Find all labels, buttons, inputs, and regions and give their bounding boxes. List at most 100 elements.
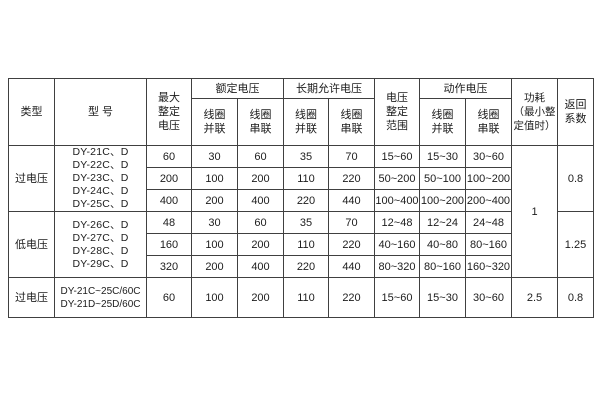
header-coil-series: 线圈 串联 bbox=[328, 98, 375, 146]
cell-value: 220 bbox=[328, 167, 375, 190]
cell-power: 1 bbox=[511, 145, 558, 278]
cell-return-coefficient: 0.8 bbox=[557, 277, 594, 318]
header-max-line: 最大 bbox=[158, 92, 180, 104]
coil-line: 并联 bbox=[431, 123, 454, 135]
header-power-line: （最小整 bbox=[513, 106, 556, 118]
coil-line: 线圈 bbox=[477, 109, 500, 121]
cell-value: 100~200 bbox=[419, 189, 466, 212]
coil-line: 线圈 bbox=[249, 109, 272, 121]
cell-value: 440 bbox=[328, 255, 375, 278]
header-range-line: 范围 bbox=[386, 120, 408, 132]
header-power-line: 功耗 bbox=[524, 92, 545, 104]
header-row-1: 类型 型 号 最大 整定 电压 额定电压 长期允许电压 电压 整定 范围 动作电… bbox=[8, 78, 594, 146]
cell-value: 320 bbox=[146, 255, 192, 278]
cell-return-coefficient: 1.25 bbox=[557, 211, 594, 278]
cell-value: 50~200 bbox=[374, 167, 420, 190]
model-line: DY-26C、D bbox=[72, 218, 129, 231]
header-operating-voltage: 动作电压 bbox=[419, 78, 512, 99]
header-power: 功耗 （最小整 定值时） bbox=[511, 78, 558, 146]
table-row: 过电压 DY-21C、D DY-22C、D DY-23C、D DY-24C、D … bbox=[8, 145, 594, 278]
cell-value: 30 bbox=[191, 211, 238, 234]
cell-value: 35 bbox=[283, 211, 329, 234]
cell-value: 40~80 bbox=[419, 233, 466, 256]
coil-line: 并联 bbox=[295, 123, 317, 135]
model-line: DY-21C、D bbox=[72, 146, 129, 159]
cell-model-list: DY-26C、D DY-27C、D DY-28C、D DY-29C、D bbox=[54, 211, 147, 278]
cell-value: 50~100 bbox=[419, 167, 466, 190]
cell-model-list: DY-21C~25C/60C DY-21D~25D/60C bbox=[54, 277, 147, 318]
cell-value: 200 bbox=[237, 167, 284, 190]
cell-value: 24~48 bbox=[465, 211, 512, 234]
cell-model-list: DY-21C、D DY-22C、D DY-23C、D DY-24C、D DY-2… bbox=[54, 145, 147, 212]
cell-value: 160 bbox=[146, 233, 192, 256]
cell-value: 15~60 bbox=[374, 277, 420, 318]
cell-value: 60 bbox=[146, 277, 192, 318]
cell-value: 60 bbox=[146, 145, 192, 168]
header-return-line: 返回 bbox=[564, 99, 587, 111]
table-row: 160 100 200 110 220 40~160 40~80 80~160 bbox=[9, 233, 594, 256]
cell-value: 80~160 bbox=[419, 255, 466, 278]
cell-value: 200 bbox=[237, 277, 284, 318]
cell-return-coefficient: 0.8 bbox=[557, 145, 594, 212]
cell-value: 220 bbox=[328, 277, 375, 318]
cell-value: 400 bbox=[237, 189, 284, 212]
cell-value: 110 bbox=[283, 233, 329, 256]
header-max-line: 电压 bbox=[158, 120, 180, 132]
model-line: DY-21C~25C/60C bbox=[60, 285, 141, 297]
cell-value: 30~60 bbox=[465, 145, 512, 168]
cell-value: 15~60 bbox=[374, 145, 420, 168]
cell-value: 220 bbox=[283, 189, 329, 212]
cell-value: 48 bbox=[146, 211, 192, 234]
header-range-line: 整定 bbox=[386, 106, 408, 118]
table-row: 低电压 DY-26C、D DY-27C、D DY-28C、D DY-29C、D … bbox=[8, 211, 594, 278]
cell-value: 400 bbox=[146, 189, 192, 212]
cell-value: 12~48 bbox=[374, 211, 420, 234]
cell-value: 15~30 bbox=[419, 145, 466, 168]
coil-line: 线圈 bbox=[431, 109, 454, 121]
cell-value: 60 bbox=[237, 211, 284, 234]
model-line: DY-21D~25D/60C bbox=[60, 298, 141, 310]
header-coil-parallel: 线圈 并联 bbox=[283, 98, 329, 146]
cell-type: 过电压 bbox=[8, 277, 55, 318]
model-line: DY-29C、D bbox=[72, 257, 129, 270]
model-line: DY-27C、D bbox=[72, 231, 129, 244]
header-return-line: 系数 bbox=[564, 113, 587, 125]
cell-value: 80~160 bbox=[465, 233, 512, 256]
header-coil-parallel: 线圈 并联 bbox=[419, 98, 466, 146]
cell-value: 200 bbox=[191, 189, 238, 212]
header-range-line: 电压 bbox=[386, 92, 408, 104]
cell-value: 70 bbox=[328, 145, 375, 168]
model-line: DY-28C、D bbox=[72, 244, 129, 257]
header-coil-parallel: 线圈 并联 bbox=[191, 98, 238, 146]
cell-value: 200~400 bbox=[465, 189, 512, 212]
cell-value: 40~160 bbox=[374, 233, 420, 256]
coil-line: 线圈 bbox=[340, 109, 363, 121]
model-line: DY-23C、D bbox=[72, 172, 129, 184]
cell-value: 220 bbox=[283, 255, 329, 278]
header-max-line: 整定 bbox=[158, 106, 180, 118]
model-line: DY-25C、D bbox=[72, 198, 129, 210]
spec-table: 类型 型 号 最大 整定 电压 额定电压 长期允许电压 电压 整定 范围 动作电… bbox=[8, 78, 594, 318]
cell-value: 30 bbox=[191, 145, 238, 168]
coil-line: 串联 bbox=[477, 123, 500, 135]
cell-value: 200 bbox=[191, 255, 238, 278]
header-voltage-setting-range: 电压 整定 范围 bbox=[374, 78, 420, 146]
coil-line: 串联 bbox=[340, 123, 363, 135]
cell-value: 110 bbox=[283, 277, 329, 318]
cell-value: 200 bbox=[146, 167, 192, 190]
cell-value: 400 bbox=[237, 255, 284, 278]
cell-value: 440 bbox=[328, 189, 375, 212]
header-row-2: 线圈 并联 线圈 串联 线圈 并联 线圈 串联 线圈 并联 线圈 串联 bbox=[9, 98, 594, 146]
coil-line: 线圈 bbox=[295, 109, 317, 121]
cell-value: 35 bbox=[283, 145, 329, 168]
cell-value: 100~400 bbox=[374, 189, 420, 212]
cell-value: 100 bbox=[191, 167, 238, 190]
header-return-coefficient: 返回 系数 bbox=[557, 78, 594, 146]
coil-line: 串联 bbox=[249, 123, 272, 135]
coil-line: 线圈 bbox=[203, 109, 226, 121]
cell-value: 60 bbox=[237, 145, 284, 168]
cell-value: 12~24 bbox=[419, 211, 466, 234]
header-type: 类型 bbox=[8, 78, 55, 146]
header-long-term-voltage: 长期允许电压 bbox=[283, 78, 375, 99]
